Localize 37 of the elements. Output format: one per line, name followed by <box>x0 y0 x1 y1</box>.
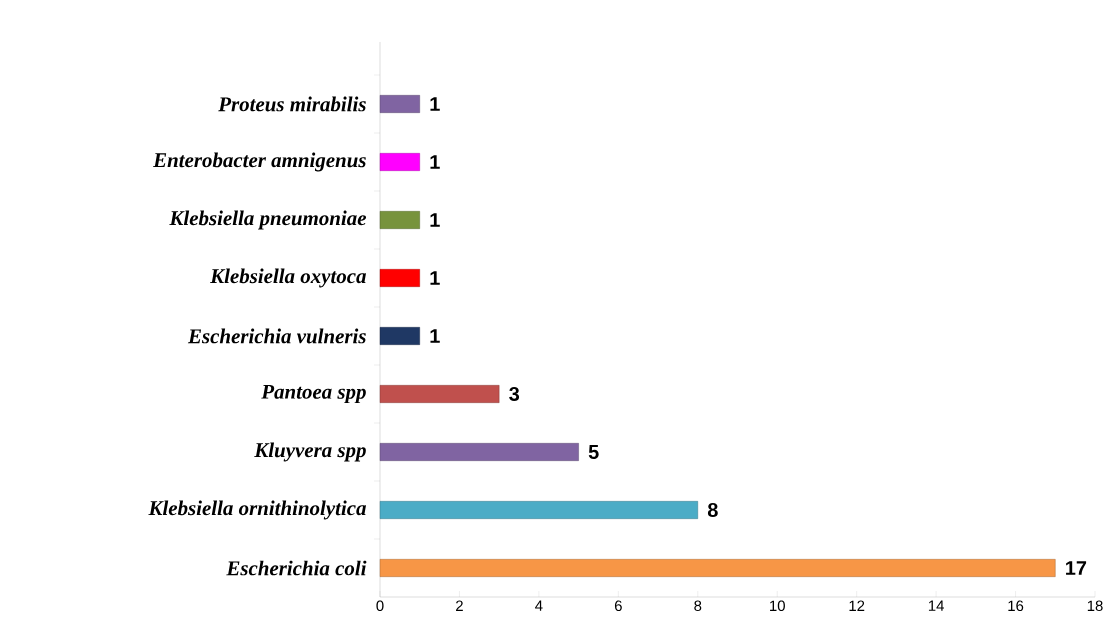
bar <box>379 559 1056 577</box>
x-tick-label: 14 <box>928 600 944 611</box>
x-tick-label: 16 <box>1008 600 1024 612</box>
x-tick-label: 12 <box>849 600 865 611</box>
x-tick-label: 4 <box>535 600 543 611</box>
y-tick-label: Proteus mirabilis <box>218 96 366 112</box>
bar <box>379 95 420 113</box>
x-tick-label: 8 <box>694 600 702 612</box>
bar <box>379 501 698 519</box>
data-label: 1 <box>430 329 440 343</box>
data-label: 1 <box>430 97 440 111</box>
bar <box>379 443 579 461</box>
bar <box>379 327 420 345</box>
y-tick-label: Klebsiella pneumoniae <box>169 210 367 230</box>
y-tick-label: Pantoea spp <box>261 384 366 404</box>
y-tick-label: Klebsiella ornithinolytica <box>148 500 366 520</box>
bar <box>379 269 420 287</box>
x-tick-label: 2 <box>456 600 463 611</box>
data-label: 1 <box>430 213 440 227</box>
data-label: 17 <box>1066 561 1087 575</box>
x-tick-label: 0 <box>376 600 384 612</box>
data-label: 1 <box>430 155 440 169</box>
x-tick-label: 6 <box>614 600 622 612</box>
bar <box>379 385 500 403</box>
bar <box>379 153 420 171</box>
y-tick-label: Escherichia vulneris <box>187 328 366 344</box>
data-label: 8 <box>707 502 718 518</box>
y-tick-label: Enterobacter amnigenus <box>153 152 366 172</box>
data-label: 1 <box>430 271 440 285</box>
data-label: 5 <box>588 445 599 459</box>
bar <box>379 211 420 229</box>
x-tick-label: 10 <box>770 600 785 612</box>
y-tick-label: Klebsiella oxytoca <box>210 268 366 288</box>
data-label: 3 <box>509 386 520 402</box>
x-tick-label: 18 <box>1087 600 1103 612</box>
y-tick-label: Escherichia coli <box>226 560 367 576</box>
y-tick-label: Kluyvera spp <box>254 442 366 462</box>
